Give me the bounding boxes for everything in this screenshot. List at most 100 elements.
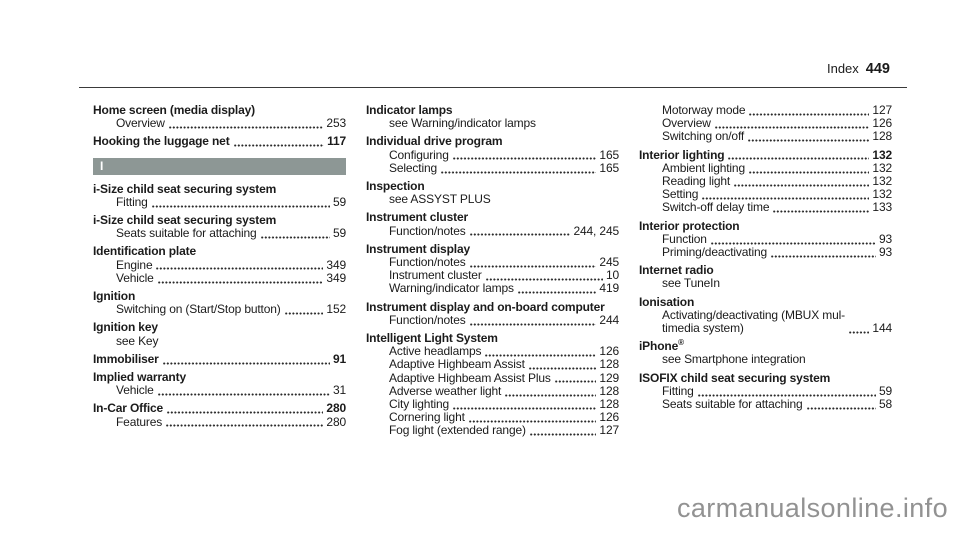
entry-title: Ignition key <box>93 321 346 334</box>
entry-subitem: Overview 126 <box>639 117 892 130</box>
dot-leader <box>714 125 870 129</box>
registered-trademark-symbol: ® <box>678 338 684 348</box>
entry-subitem-text: Seats suitable for attaching <box>662 397 803 412</box>
page-ref: 128 <box>599 383 619 398</box>
entry-title: Internet radio <box>639 264 892 277</box>
entry-subitem: see ASSYST PLUS <box>366 193 619 206</box>
page-ref: 132 <box>872 160 892 175</box>
dot-leader <box>469 322 597 326</box>
entry-subitem: Setting 132 <box>639 188 892 201</box>
entry-subitem: Function/notes 244, 245 <box>366 223 619 238</box>
entry-title: Interior lighting 132 <box>639 148 892 162</box>
entry-subitem-text: Function/notes <box>389 223 466 238</box>
entry-subitem-text: Adaptive Highbeam Assist <box>389 357 525 372</box>
dot-leader <box>453 406 597 410</box>
entry-subitem: Adaptive Highbeam Assist 128 <box>366 358 619 371</box>
entry-subitem-text: Vehicle <box>116 270 154 285</box>
entry-subitem: Function/notes 244 <box>366 313 619 327</box>
entry-subitem: Priming/deactivating 93 <box>639 245 892 260</box>
entry-title-text: Identification plate <box>93 244 197 259</box>
dot-leader <box>485 353 597 357</box>
entry-subitem-text: Switch-off delay time <box>662 200 770 215</box>
entry-subitem-text: Priming/deactivating <box>662 245 768 260</box>
index-label: Index <box>826 61 859 76</box>
page-ref: 127 <box>599 423 619 438</box>
entry-subitem-text: Features <box>116 414 163 429</box>
entry-title-text: ISOFIX child seat securing system <box>639 370 831 385</box>
entry-title-text: i-Size child seat securing system <box>93 181 277 196</box>
entry-title: Inspection <box>366 179 619 193</box>
entry-subitem: Instrument cluster 10 <box>366 269 619 282</box>
entry-title: Implied warranty <box>93 370 346 384</box>
entry-subitem: Cornering light 126 <box>366 411 619 424</box>
entry-title-text: i-Size child seat securing system <box>93 213 277 228</box>
entry-subitem-text: Selecting <box>389 160 438 175</box>
dot-leader <box>157 392 330 396</box>
entry-subitem-text: Motorway mode <box>662 103 746 117</box>
entry-subitem-text: Fitting <box>116 194 148 209</box>
dot-leader <box>452 157 597 161</box>
entry-subitem-text: Vehicle <box>116 383 154 398</box>
entry-title-text: Hooking the luggage net <box>93 134 230 149</box>
dot-leader <box>441 170 597 174</box>
entry-subitem-text: Activating/deactivating (MBUX mul-timedi… <box>662 307 845 336</box>
entry-subitem-text: Seats suitable for attaching <box>116 226 257 241</box>
dot-leader <box>848 330 870 334</box>
entry-title: In-Car Office 280 <box>93 402 346 415</box>
entry-title: ISOFIX child seat securing system <box>639 370 892 385</box>
entry-subitem: Ambient lighting 132 <box>639 160 892 175</box>
entry-title: Instrument display and on-board computer <box>366 300 619 314</box>
entry-subitem: Adaptive Highbeam Assist Plus 129 <box>366 371 619 385</box>
entry-subitem: Overview 253 <box>93 117 346 130</box>
page-ref: 128 <box>599 357 619 372</box>
entry-title-text: Ignition key <box>93 320 158 335</box>
entry-subitem: Seats suitable for attaching 58 <box>639 397 892 412</box>
dot-leader <box>156 267 324 271</box>
entry-subitem: Vehicle 31 <box>93 384 346 397</box>
entry-title-text: Instrument display <box>366 241 470 256</box>
entry-subitem-text: see TuneIn <box>662 276 720 291</box>
entry-title-text: Intelligent Light System <box>366 331 498 346</box>
section-letter-bar: I <box>93 157 346 175</box>
dot-leader <box>485 277 603 281</box>
dot-leader <box>468 419 597 423</box>
entry-title: Hooking the luggage net 117 <box>93 135 346 148</box>
index-entry: Inspection see ASSYST PLUS <box>366 179 619 206</box>
entry-subitem-text: Warning/indicator lamps <box>389 281 514 296</box>
entry-subitem-text: Instrument cluster <box>389 268 482 283</box>
entry-title: Interior protection <box>639 219 892 233</box>
entry-subitem: Motorway mode 127 <box>639 103 892 117</box>
index-entry: iPhone® see Smartphone integration <box>639 338 892 366</box>
dot-leader <box>773 210 870 214</box>
page-ref: 419 <box>599 281 619 296</box>
dot-leader <box>233 144 325 148</box>
dot-leader <box>748 170 870 174</box>
page-ref: 31 <box>332 383 346 398</box>
entry-title: Identification plate <box>93 245 346 258</box>
entry-subitem: Adverse weather light 128 <box>366 383 619 398</box>
section-letter: I <box>100 159 104 174</box>
entry-title: Instrument display <box>366 241 619 256</box>
page-ref: 280 <box>326 414 346 429</box>
index-column-1: Home screen (media display) Overview 253 Ho… <box>93 103 346 434</box>
entry-title: Indicator lamps <box>366 103 619 117</box>
entry-subitem-text: Engine <box>116 257 153 272</box>
entry-subitem: Configuring 165 <box>366 148 619 162</box>
entry-title: Ignition <box>93 289 346 303</box>
entry-subitem-text: Switching on (Start/Stop button) <box>116 302 281 317</box>
page-ref: 126 <box>872 116 892 131</box>
index-entry: Intelligent Light System Active headlamps… <box>366 331 619 438</box>
entry-subitem: see Warning/indicator lamps <box>366 117 619 130</box>
entry-subitem-text: Fog light (extended range) <box>389 423 526 438</box>
entry-title: Immobiliser 91 <box>93 352 346 366</box>
entry-subitem: Active headlamps 126 <box>366 345 619 358</box>
index-entry: Ignition key see Key <box>93 321 346 348</box>
dot-leader <box>469 233 571 237</box>
entry-subitem: Engine 349 <box>93 257 346 272</box>
entry-subitem: Function/notes 245 <box>366 255 619 269</box>
entry-subitem: Features 280 <box>93 414 346 429</box>
entry-subitem-text: Setting <box>662 187 699 202</box>
entry-subitem: see Key <box>93 334 346 348</box>
index-entry: Hooking the luggage net 117 <box>93 135 346 148</box>
entry-subitem: Reading light 132 <box>639 174 892 188</box>
